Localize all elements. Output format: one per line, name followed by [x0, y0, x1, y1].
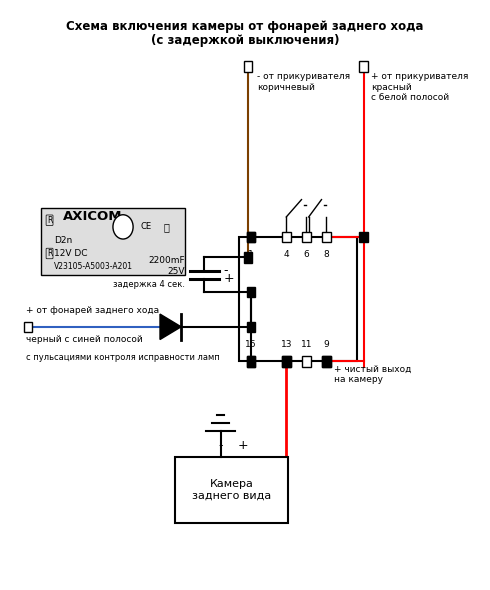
Text: R: R: [47, 216, 52, 225]
Text: черный с синей полосой: черный с синей полосой: [25, 336, 142, 345]
Bar: [246, 287, 255, 297]
Text: +: +: [223, 273, 234, 286]
Text: V23105-A5003-A201: V23105-A5003-A201: [54, 263, 133, 271]
Text: 25V: 25V: [168, 267, 185, 276]
Text: 9: 9: [323, 340, 329, 349]
Text: (с задержкой выключения): (с задержкой выключения): [151, 34, 339, 47]
Text: 11: 11: [300, 340, 312, 349]
Bar: [359, 61, 368, 72]
Text: + от фонарей заднего хода: + от фонарей заднего хода: [25, 306, 159, 315]
Bar: [302, 356, 311, 367]
Polygon shape: [160, 314, 181, 339]
Text: с пульсациями контроля исправности ламп: с пульсациями контроля исправности ламп: [25, 353, 220, 362]
Bar: [282, 356, 291, 367]
Bar: [246, 322, 255, 332]
Text: R: R: [47, 249, 52, 258]
Bar: [322, 232, 331, 242]
Text: 2200mF: 2200mF: [148, 256, 185, 265]
Text: 16: 16: [245, 340, 257, 349]
Bar: [282, 232, 291, 242]
Circle shape: [113, 215, 133, 239]
Bar: [244, 61, 252, 72]
Text: Камера
заднего вида: Камера заднего вида: [192, 479, 271, 501]
Bar: [239, 237, 357, 362]
Text: задержка 4 сек.: задержка 4 сек.: [113, 280, 185, 289]
Text: 8: 8: [323, 250, 329, 259]
Text: Схема включения камеры от фонарей заднего хода: Схема включения камеры от фонарей заднег…: [66, 21, 424, 34]
Text: 4: 4: [284, 250, 289, 259]
Text: Ⓛ: Ⓛ: [163, 222, 169, 232]
Bar: [246, 232, 255, 242]
Text: 6: 6: [303, 250, 309, 259]
Bar: [302, 232, 311, 242]
Bar: [282, 356, 291, 367]
Text: -: -: [223, 264, 228, 277]
Text: CE: CE: [141, 222, 151, 231]
Bar: [322, 356, 331, 367]
Text: - от прикуривателя
коричневый: - от прикуривателя коричневый: [257, 73, 351, 92]
Bar: [244, 252, 252, 263]
Bar: [41, 208, 185, 275]
Text: AXICOM: AXICOM: [63, 210, 122, 223]
Text: + чистый выход
на камеру: + чистый выход на камеру: [334, 365, 411, 384]
Text: 13: 13: [281, 340, 292, 349]
Bar: [322, 356, 331, 367]
Bar: [24, 322, 32, 332]
Text: D2n: D2n: [54, 235, 73, 245]
Text: +: +: [238, 440, 248, 453]
Text: + от прикуривателя
красный
с белой полосой: + от прикуривателя красный с белой полос…: [371, 73, 468, 102]
Text: -: -: [218, 440, 223, 453]
Bar: [359, 232, 368, 242]
Text: 12V DC: 12V DC: [54, 249, 88, 258]
Bar: [246, 356, 255, 367]
Text: 1: 1: [248, 250, 254, 259]
Bar: [175, 457, 288, 523]
Bar: [246, 232, 255, 242]
Bar: [246, 356, 255, 367]
